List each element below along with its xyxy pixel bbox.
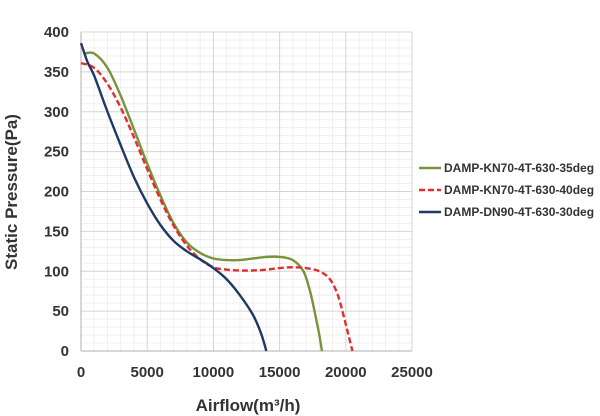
- x-tick-label: 15000: [259, 364, 301, 381]
- x-tick-label: 10000: [193, 364, 235, 381]
- grid-layer: [80, 31, 413, 352]
- x-tick-label: 25000: [391, 364, 433, 381]
- legend-label: DAMP-DN90-4T-630-30deg: [444, 205, 594, 219]
- legend-item: DAMP-KN70-4T-630-35deg: [419, 161, 594, 175]
- y-tick-label: 200: [44, 184, 69, 201]
- y-tick-label: 150: [44, 223, 69, 240]
- y-tick-label: 300: [44, 104, 69, 121]
- y-tick-label: 50: [52, 303, 69, 320]
- legend-label: DAMP-KN70-4T-630-35deg: [444, 161, 594, 175]
- y-tick-label: 100: [44, 263, 69, 280]
- y-axis-title: Static Pressure(Pa): [2, 114, 21, 270]
- series-line-damp-kn70-4t-630-40deg: [80, 61, 354, 352]
- legend-item: DAMP-KN70-4T-630-40deg: [419, 183, 594, 197]
- axis-layer: [80, 32, 412, 352]
- legend-item: DAMP-DN90-4T-630-30deg: [419, 205, 594, 219]
- series-line-damp-kn70-4t-630-35deg: [84, 51, 324, 352]
- y-tick-label: 350: [44, 64, 69, 81]
- legend: DAMP-KN70-4T-630-35deg DAMP-KN70-4T-630-4…: [419, 161, 594, 219]
- series-line-damp-dn90-4t-630-30deg: [79, 42, 268, 352]
- x-axis-title: Airflow(m³/h): [196, 396, 301, 415]
- series-layer: [79, 42, 354, 352]
- y-tick-label: 0: [61, 343, 69, 360]
- x-tick-label: 5000: [131, 364, 164, 381]
- x-tick-label: 0: [77, 364, 85, 381]
- y-tick-label: 250: [44, 144, 69, 161]
- legend-label: DAMP-KN70-4T-630-40deg: [444, 183, 594, 197]
- y-tick-label: 400: [44, 24, 69, 41]
- x-tick-label: 20000: [325, 364, 367, 381]
- tick-label-layer: 0 5000 10000 15000 20000 25000 0 50 100 150 200 250…: [44, 24, 433, 381]
